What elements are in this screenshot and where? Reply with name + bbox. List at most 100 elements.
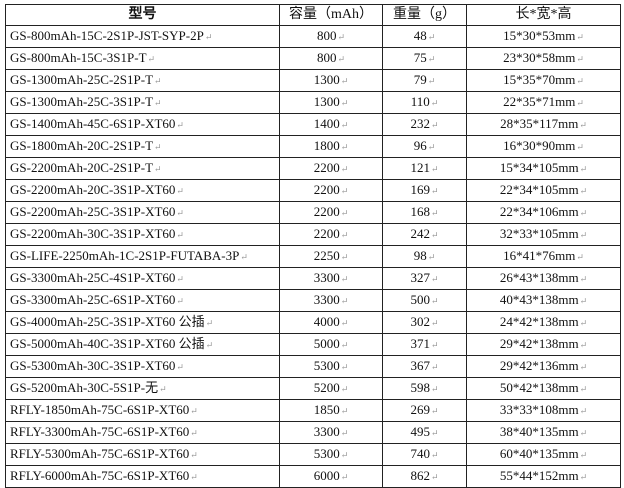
paragraph-mark-icon: ↵ — [340, 427, 349, 438]
cell-capacity: 1400↵ — [279, 112, 383, 136]
paragraph-mark-icon: ↵ — [159, 383, 167, 394]
cell-capacity: 5300↵ — [279, 442, 383, 466]
cell-text: 98 — [413, 247, 427, 263]
cell-dimensions: 22*34*105mm↵ — [466, 178, 621, 202]
cell-text: GS-2200mAh-25C-3S1P-XT60 — [10, 203, 176, 219]
paragraph-mark-icon: ↵ — [340, 141, 349, 152]
cell-capacity: 1300↵ — [279, 68, 383, 92]
cell-model: RFLY-5300mAh-75C-6S1P-XT60↵ — [5, 442, 280, 466]
paragraph-mark-icon: ↵ — [340, 251, 349, 262]
cell-model: RFLY-1850mAh-75C-6S1P-XT60↵ — [5, 398, 280, 422]
cell-text: 5300 — [313, 357, 340, 373]
cell-text: 121 — [410, 159, 430, 175]
paragraph-mark-icon: ↵ — [340, 163, 349, 174]
cell-model: GS-LIFE-2250mAh-1C-2S1P-FUTABA-3P↵ — [5, 244, 280, 268]
cell-text: 5300 — [313, 445, 340, 461]
cell-weight: 121↵ — [382, 156, 467, 180]
cell-weight: 740↵ — [382, 442, 467, 466]
cell-capacity: 2200↵ — [279, 200, 383, 224]
paragraph-mark-icon: ↵ — [579, 185, 588, 196]
table-row: GS-3300mAh-25C-4S1P-XT60↵ 3300↵ 327↵ 26*43*… — [5, 266, 621, 290]
cell-text: GS-1300mAh-25C-3S1P-T — [10, 93, 154, 109]
paragraph-mark-icon: ↵ — [430, 405, 439, 416]
cell-dimensions: 55*44*152mm↵ — [466, 464, 621, 488]
cell-text: 75 — [413, 49, 427, 65]
cell-text: RFLY-5300mAh-75C-6S1P-XT60 — [10, 445, 190, 461]
cell-dimensions: 23*30*58mm↵ — [466, 46, 621, 70]
cell-text: 15*30*53mm — [503, 27, 576, 43]
paragraph-mark-icon: ↵ — [340, 339, 349, 350]
paragraph-mark-icon: ↵ — [576, 251, 584, 262]
cell-text: 110 — [410, 93, 430, 109]
cell-capacity: 5000↵ — [279, 332, 383, 356]
cell-text: 1800 — [313, 137, 340, 153]
cell-text: 598 — [410, 379, 430, 395]
cell-text: 26*43*138mm — [499, 269, 579, 285]
cell-text: 60*40*135mm — [499, 445, 579, 461]
paragraph-mark-icon: ↵ — [154, 75, 162, 86]
paragraph-mark-icon: ↵ — [579, 427, 588, 438]
cell-dimensions: 38*40*135mm↵ — [466, 420, 621, 444]
cell-text: RFLY-6000mAh-75C-6S1P-XT60 — [10, 467, 190, 483]
cell-weight: 169↵ — [382, 178, 467, 202]
cell-model: GS-1300mAh-25C-2S1P-T↵ — [5, 68, 280, 92]
cell-text: GS-800mAh-15C-3S1P-T — [10, 49, 147, 65]
paragraph-mark-icon: ↵ — [427, 141, 436, 152]
cell-dimensions: 50*42*138mm↵ — [466, 376, 621, 400]
cell-weight: 495↵ — [382, 420, 467, 444]
paragraph-mark-icon: ↵ — [340, 97, 349, 108]
table-row: GS-2200mAh-20C-2S1P-T↵ 2200↵ 121↵ 15*34*105… — [5, 156, 621, 180]
cell-weight: 168↵ — [382, 200, 467, 224]
table-row: GS-2200mAh-25C-3S1P-XT60↵ 2200↵ 168↵ 22*34*… — [5, 200, 621, 224]
paragraph-mark-icon: ↵ — [176, 229, 184, 240]
cell-text: 16*41*76mm — [503, 247, 576, 263]
paragraph-mark-icon: ↵ — [340, 471, 349, 482]
paragraph-mark-icon: ↵ — [340, 361, 349, 372]
header-capacity: 容量（mAh） — [279, 4, 383, 26]
cell-text: 2200 — [313, 225, 340, 241]
paragraph-mark-icon: ↵ — [205, 317, 214, 328]
paragraph-mark-icon: ↵ — [154, 141, 162, 152]
cell-text: 3300 — [313, 423, 340, 439]
cell-dimensions: 24*42*138mm↵ — [466, 310, 621, 334]
table-row: GS-1300mAh-25C-2S1P-T↵ 1300↵ 79↵ 15*35*70mm… — [5, 68, 621, 92]
paragraph-mark-icon: ↵ — [337, 31, 346, 42]
cell-text: 29*42*136mm — [499, 357, 579, 373]
cell-text: 2200 — [313, 203, 340, 219]
table-row: GS-1800mAh-20C-2S1P-T↵ 1800↵ 96↵ 16*30*90mm… — [5, 134, 621, 158]
paragraph-mark-icon: ↵ — [430, 361, 439, 372]
paragraph-mark-icon: ↵ — [430, 273, 439, 284]
paragraph-mark-icon: ↵ — [579, 163, 588, 174]
cell-text: 2200 — [313, 181, 340, 197]
paragraph-mark-icon: ↵ — [430, 97, 439, 108]
cell-text: GS-800mAh-15C-2S1P-JST-SYP-2P — [10, 27, 204, 43]
paragraph-mark-icon: ↵ — [430, 163, 439, 174]
cell-capacity: 800↵ — [279, 24, 383, 48]
cell-model: GS-1800mAh-20C-2S1P-T↵ — [5, 134, 280, 158]
cell-model: GS-3300mAh-25C-6S1P-XT60↵ — [5, 288, 280, 312]
paragraph-mark-icon: ↵ — [579, 471, 588, 482]
header-model: 型号 — [5, 4, 280, 26]
cell-weight: 232↵ — [382, 112, 467, 136]
table-row: GS-LIFE-2250mAh-1C-2S1P-FUTABA-3P↵ 2250↵ 9… — [5, 244, 621, 268]
paragraph-mark-icon: ↵ — [337, 53, 346, 64]
cell-weight: 371↵ — [382, 332, 467, 356]
cell-text: 269 — [410, 401, 430, 417]
cell-text: GS-5300mAh-30C-3S1P-XT60 — [10, 357, 176, 373]
cell-text: GS-2200mAh-30C-3S1P-XT60 — [10, 225, 176, 241]
paragraph-mark-icon: ↵ — [430, 317, 439, 328]
cell-model: GS-5300mAh-30C-3S1P-XT60↵ — [5, 354, 280, 378]
paragraph-mark-icon: ↵ — [176, 361, 184, 372]
cell-text: 3300 — [313, 269, 340, 285]
cell-weight: 327↵ — [382, 266, 467, 290]
paragraph-mark-icon: ↵ — [176, 185, 184, 196]
cell-weight: 79↵ — [382, 68, 467, 92]
cell-model: GS-2200mAh-30C-3S1P-XT60↵ — [5, 222, 280, 246]
cell-text: 5000 — [313, 335, 340, 351]
paragraph-mark-icon: ↵ — [204, 31, 213, 42]
paragraph-mark-icon: ↵ — [240, 251, 248, 262]
cell-weight: 367↵ — [382, 354, 467, 378]
cell-text: 327 — [410, 269, 430, 285]
header-weight: 重量（g） — [382, 4, 467, 26]
cell-capacity: 3300↵ — [279, 288, 383, 312]
